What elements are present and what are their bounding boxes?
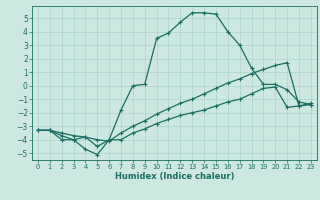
- X-axis label: Humidex (Indice chaleur): Humidex (Indice chaleur): [115, 172, 234, 181]
